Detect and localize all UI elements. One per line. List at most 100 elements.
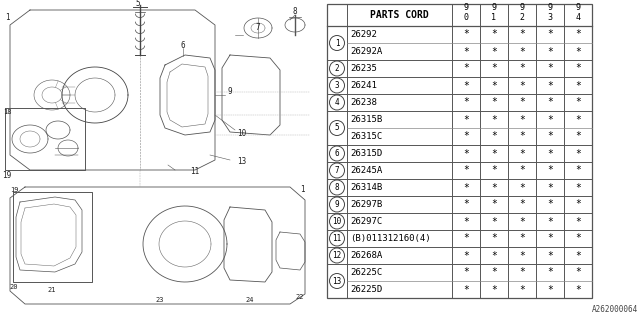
Text: 9: 9 xyxy=(228,87,232,97)
Bar xyxy=(0,0,323,320)
Text: 13: 13 xyxy=(237,157,246,166)
Text: 18: 18 xyxy=(3,109,12,115)
Text: *: * xyxy=(519,115,525,124)
Text: *: * xyxy=(547,81,553,91)
Text: 11: 11 xyxy=(190,167,200,177)
Text: *: * xyxy=(463,268,469,277)
Text: *: * xyxy=(519,81,525,91)
Circle shape xyxy=(330,78,344,93)
Text: *: * xyxy=(547,284,553,294)
Circle shape xyxy=(330,163,344,178)
Text: *: * xyxy=(463,234,469,244)
Text: *: * xyxy=(491,115,497,124)
Text: *: * xyxy=(491,268,497,277)
Bar xyxy=(327,4,592,298)
Text: *: * xyxy=(463,81,469,91)
Text: *: * xyxy=(519,234,525,244)
Text: *: * xyxy=(519,182,525,193)
Text: 1: 1 xyxy=(4,13,10,22)
Text: 6: 6 xyxy=(180,41,186,50)
Text: 20: 20 xyxy=(10,284,19,290)
Circle shape xyxy=(330,121,344,135)
Text: *: * xyxy=(463,182,469,193)
Text: 26238: 26238 xyxy=(350,98,377,107)
Text: 9: 9 xyxy=(335,200,339,209)
Text: *: * xyxy=(491,81,497,91)
Text: *: * xyxy=(463,63,469,74)
Text: *: * xyxy=(575,81,581,91)
Text: *: * xyxy=(519,199,525,210)
Circle shape xyxy=(330,248,344,263)
Text: *: * xyxy=(491,98,497,108)
Text: 26225C: 26225C xyxy=(350,268,382,277)
Text: *: * xyxy=(491,165,497,175)
Text: *: * xyxy=(547,148,553,158)
Circle shape xyxy=(330,61,344,76)
Text: 9: 9 xyxy=(575,4,580,12)
Text: 3: 3 xyxy=(547,12,552,21)
Text: 12: 12 xyxy=(332,251,342,260)
Text: *: * xyxy=(491,46,497,57)
Text: *: * xyxy=(491,234,497,244)
Text: 26235: 26235 xyxy=(350,64,377,73)
Text: 23: 23 xyxy=(156,297,164,303)
Text: *: * xyxy=(547,199,553,210)
Text: 8: 8 xyxy=(292,7,298,17)
Text: *: * xyxy=(519,217,525,227)
Text: 5: 5 xyxy=(335,124,339,132)
Text: *: * xyxy=(463,251,469,260)
Text: *: * xyxy=(575,46,581,57)
Text: 1: 1 xyxy=(492,12,497,21)
Circle shape xyxy=(330,274,344,289)
Text: *: * xyxy=(575,165,581,175)
Text: *: * xyxy=(519,268,525,277)
Text: *: * xyxy=(547,251,553,260)
Text: 5: 5 xyxy=(136,0,140,7)
Text: 9: 9 xyxy=(492,4,497,12)
Text: 0: 0 xyxy=(463,12,468,21)
Text: 22: 22 xyxy=(296,294,304,300)
Text: 7: 7 xyxy=(256,23,260,33)
Text: *: * xyxy=(575,268,581,277)
Text: *: * xyxy=(463,199,469,210)
Text: *: * xyxy=(491,148,497,158)
Text: 26245A: 26245A xyxy=(350,166,382,175)
Text: 6: 6 xyxy=(335,149,339,158)
Text: (B)011312160(4): (B)011312160(4) xyxy=(350,234,431,243)
Text: *: * xyxy=(463,132,469,141)
Text: 9: 9 xyxy=(520,4,525,12)
Text: 7: 7 xyxy=(335,166,339,175)
Text: *: * xyxy=(519,251,525,260)
Text: *: * xyxy=(575,217,581,227)
Text: PARTS CORD: PARTS CORD xyxy=(370,10,429,20)
Text: *: * xyxy=(491,284,497,294)
Text: 19: 19 xyxy=(10,187,19,193)
Circle shape xyxy=(330,146,344,161)
Text: *: * xyxy=(547,46,553,57)
Text: *: * xyxy=(547,115,553,124)
Text: *: * xyxy=(463,148,469,158)
Text: *: * xyxy=(463,165,469,175)
Text: *: * xyxy=(491,182,497,193)
Text: *: * xyxy=(575,234,581,244)
Text: *: * xyxy=(519,132,525,141)
Text: 26268A: 26268A xyxy=(350,251,382,260)
Text: *: * xyxy=(491,251,497,260)
Text: *: * xyxy=(463,115,469,124)
Text: *: * xyxy=(463,29,469,39)
Text: *: * xyxy=(575,63,581,74)
Text: 26314B: 26314B xyxy=(350,183,382,192)
Text: *: * xyxy=(463,284,469,294)
Text: 9: 9 xyxy=(463,4,468,12)
Text: *: * xyxy=(547,63,553,74)
Text: *: * xyxy=(547,217,553,227)
Text: 4: 4 xyxy=(575,12,580,21)
Circle shape xyxy=(330,95,344,110)
Text: 26225D: 26225D xyxy=(350,285,382,294)
Text: *: * xyxy=(575,98,581,108)
Text: *: * xyxy=(575,199,581,210)
Text: 26297C: 26297C xyxy=(350,217,382,226)
Text: 8: 8 xyxy=(335,183,339,192)
Text: 10: 10 xyxy=(237,129,246,138)
Text: *: * xyxy=(547,234,553,244)
